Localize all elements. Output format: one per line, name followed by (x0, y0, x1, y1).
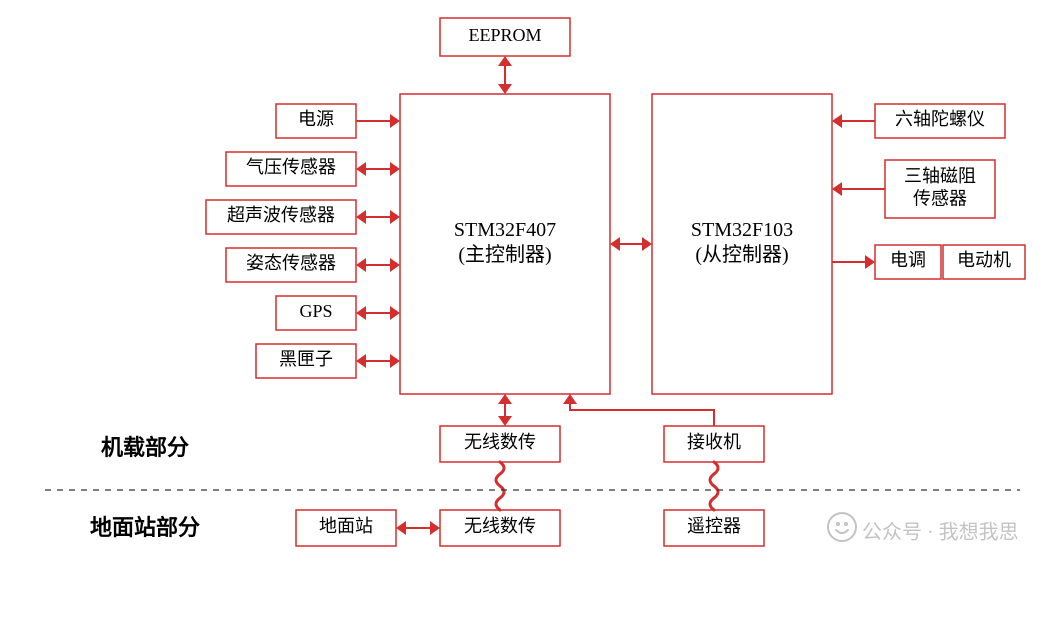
box-label-power: 电源 (298, 109, 334, 129)
box-label-ground_st: 地面站 (319, 516, 373, 536)
system-block-diagram: EEPROM STM32F407(主控制器) STM32F103(从控制器) 电源气压… (0, 0, 1044, 621)
box-label-datalink_g: 无线数传 (464, 516, 536, 536)
box-label-magneto-1: 三轴磁阻 (904, 166, 976, 186)
section-label-airborne: 机载部分 (101, 435, 189, 460)
box-label-slave-2: (从控制器) (695, 243, 788, 266)
watermark: 公众号 · 我想我思 (828, 513, 1019, 544)
box-label-ultra: 超声波传感器 (227, 205, 335, 225)
arrow-head (356, 258, 366, 272)
arrow-head (390, 354, 400, 368)
wireless-wave (496, 462, 504, 510)
arrow-head (356, 354, 366, 368)
box-label-master-2: (主控制器) (458, 243, 551, 266)
arrow-head (396, 521, 406, 535)
elbow-receiver-master (570, 404, 714, 426)
box-label-baro: 气压传感器 (246, 157, 336, 177)
arrow-head (832, 114, 842, 128)
arrow-head (430, 521, 440, 535)
arrow-head (642, 237, 652, 251)
arrow-head (390, 306, 400, 320)
arrow-head (865, 255, 875, 269)
section-label-ground: 地面站部分 (90, 515, 200, 540)
box-label-blackbox: 黑匣子 (279, 349, 333, 369)
arrow-head (356, 162, 366, 176)
box-label-receiver: 接收机 (687, 432, 741, 452)
arrow-head (390, 258, 400, 272)
arrow-head (498, 56, 512, 66)
arrow-head (832, 182, 842, 196)
box-label-esc: 电调 (890, 250, 926, 270)
box-label-gyro: 六轴陀螺仪 (895, 109, 985, 129)
arrow-head (390, 162, 400, 176)
arrow-head (390, 210, 400, 224)
watermark-text: 公众号 · 我想我思 (862, 521, 1019, 544)
box-label-slave-1: STM32F103 (691, 219, 793, 241)
arrow-head (563, 394, 577, 404)
arrow-head (356, 210, 366, 224)
arrow-head (356, 306, 366, 320)
box-label-gps: GPS (299, 301, 332, 321)
box-label-remote: 遥控器 (687, 516, 741, 536)
arrow-head (610, 237, 620, 251)
box-label-datalink_a: 无线数传 (464, 432, 536, 452)
box-label-motor: 电动机 (957, 250, 1011, 270)
arrow-head (390, 114, 400, 128)
wireless-wave (710, 462, 718, 510)
box-label-eeprom: EEPROM (468, 25, 541, 45)
arrow-head (498, 416, 512, 426)
arrow-head (498, 84, 512, 94)
box-label-master-1: STM32F407 (454, 219, 556, 241)
arrow-head (498, 394, 512, 404)
box-label-magneto-2: 传感器 (913, 188, 967, 208)
box-label-attitude: 姿态传感器 (246, 253, 336, 273)
